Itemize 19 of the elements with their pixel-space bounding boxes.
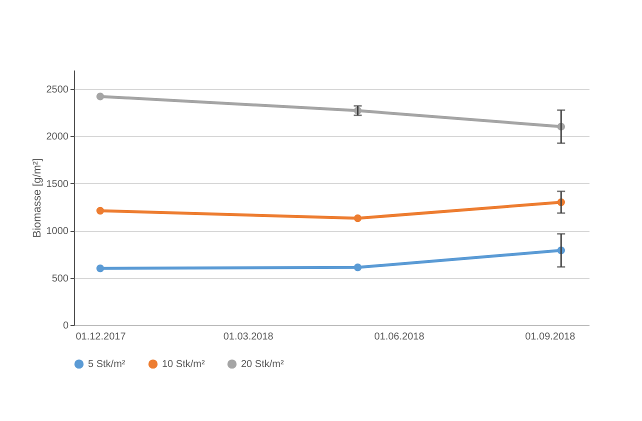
point: [96, 92, 104, 100]
y-axis-title: Biomasse [g/m²]: [31, 158, 44, 238]
point: [96, 206, 104, 215]
y-tick-label: 1500: [46, 178, 69, 190]
point: [354, 214, 362, 222]
x-tick-label: 01.06.2018: [374, 332, 425, 342]
y-tick-label: 1000: [46, 226, 69, 238]
x-tick-label: 01.12.2017: [76, 332, 126, 342]
legend-label: 10 Stk/m²: [162, 359, 206, 370]
legend-label: 5 Stk/m²: [88, 359, 126, 370]
x-tick-label: 01.03.2018: [223, 332, 274, 342]
y-tick-label: 0: [62, 320, 69, 332]
legend-label: 20 Stk/m²: [241, 359, 284, 370]
y-tick-label: 2500: [46, 84, 69, 96]
point: [96, 264, 104, 272]
point: [354, 264, 362, 272]
y-tick-label: 2000: [46, 132, 69, 143]
x-tick-label: 01.09.2018: [525, 332, 576, 342]
y-tick-label: 500: [52, 273, 69, 284]
